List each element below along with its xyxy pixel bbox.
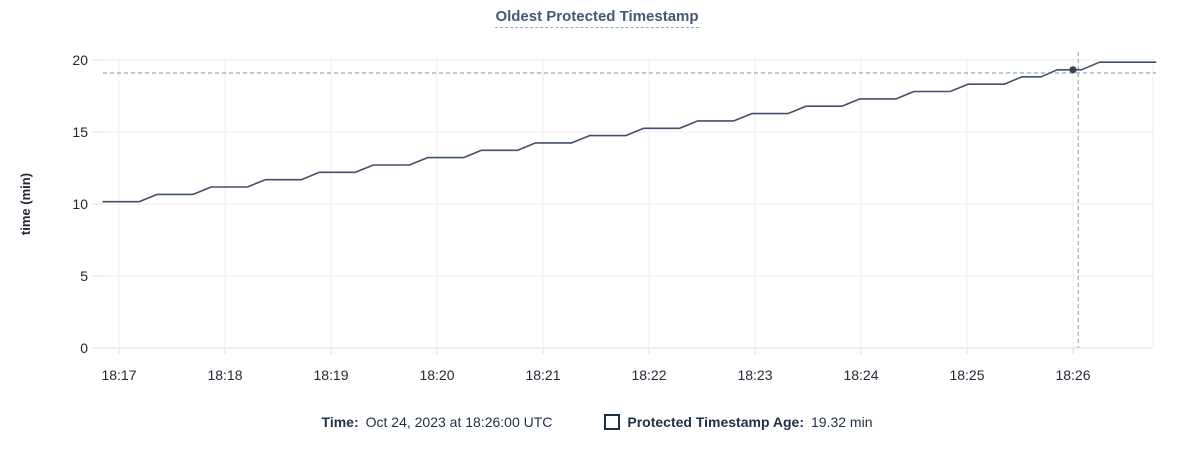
hover-time-label: Time: [321, 414, 359, 430]
y-tick-label: 5 [80, 268, 88, 284]
y-tick-label: 10 [72, 196, 88, 212]
series-label: Protected Timestamp Age: [627, 414, 804, 430]
y-tick-label: 0 [80, 340, 88, 356]
series-value: 19.32 min [811, 414, 873, 430]
chart-title: Oldest Protected Timestamp [0, 8, 1194, 28]
series-toggle-checkbox[interactable] [604, 414, 621, 430]
hover-time-readout: Time: Oct 24, 2023 at 18:26:00 UTC [322, 414, 553, 430]
x-tick-label: 18:24 [843, 367, 878, 383]
hover-time-value: Oct 24, 2023 at 18:26:00 UTC [365, 414, 553, 430]
hover-point-dot[interactable] [1069, 66, 1077, 74]
y-axis-label: time (min) [18, 173, 33, 235]
chart-title-text[interactable]: Oldest Protected Timestamp [495, 8, 699, 28]
x-tick-label: 18:21 [525, 367, 560, 383]
x-tick-label: 18:26 [1055, 367, 1090, 383]
series-line [102, 61, 1157, 203]
x-tick-label: 18:18 [207, 367, 242, 383]
x-tick-label: 18:17 [101, 367, 136, 383]
x-tick-label: 18:19 [313, 367, 348, 383]
y-tick-label: 20 [72, 52, 88, 68]
series-legend-item[interactable]: Protected Timestamp Age: 19.32 min [604, 414, 872, 430]
x-tick-label: 18:25 [949, 367, 984, 383]
x-tick-label: 18:22 [631, 367, 666, 383]
x-tick-label: 18:23 [737, 367, 772, 383]
chart-legend: Time: Oct 24, 2023 at 18:26:00 UTC Prote… [0, 414, 1194, 430]
x-tick-label: 18:20 [419, 367, 454, 383]
y-tick-label: 15 [72, 124, 88, 140]
